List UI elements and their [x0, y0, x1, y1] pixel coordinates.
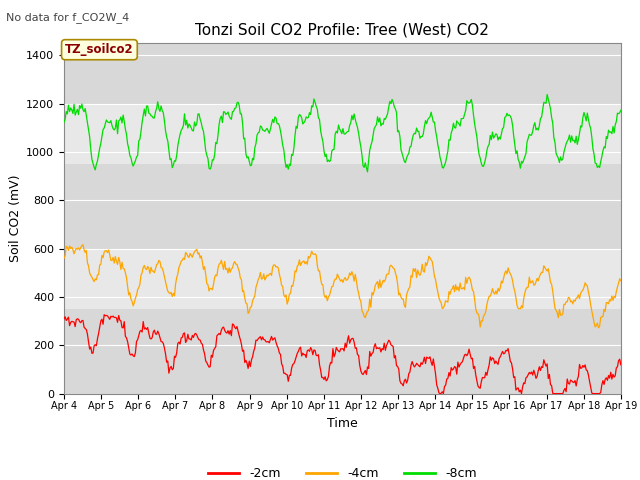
- Title: Tonzi Soil CO2 Profile: Tree (West) CO2: Tonzi Soil CO2 Profile: Tree (West) CO2: [195, 23, 490, 38]
- Y-axis label: Soil CO2 (mV): Soil CO2 (mV): [9, 175, 22, 262]
- Text: No data for f_CO2W_4: No data for f_CO2W_4: [6, 12, 130, 23]
- Text: TZ_soilco2: TZ_soilco2: [65, 43, 134, 56]
- X-axis label: Time: Time: [327, 417, 358, 430]
- Legend: -2cm, -4cm, -8cm: -2cm, -4cm, -8cm: [204, 462, 481, 480]
- Bar: [64, 249, 621, 309]
- Bar: [64, 104, 621, 164]
